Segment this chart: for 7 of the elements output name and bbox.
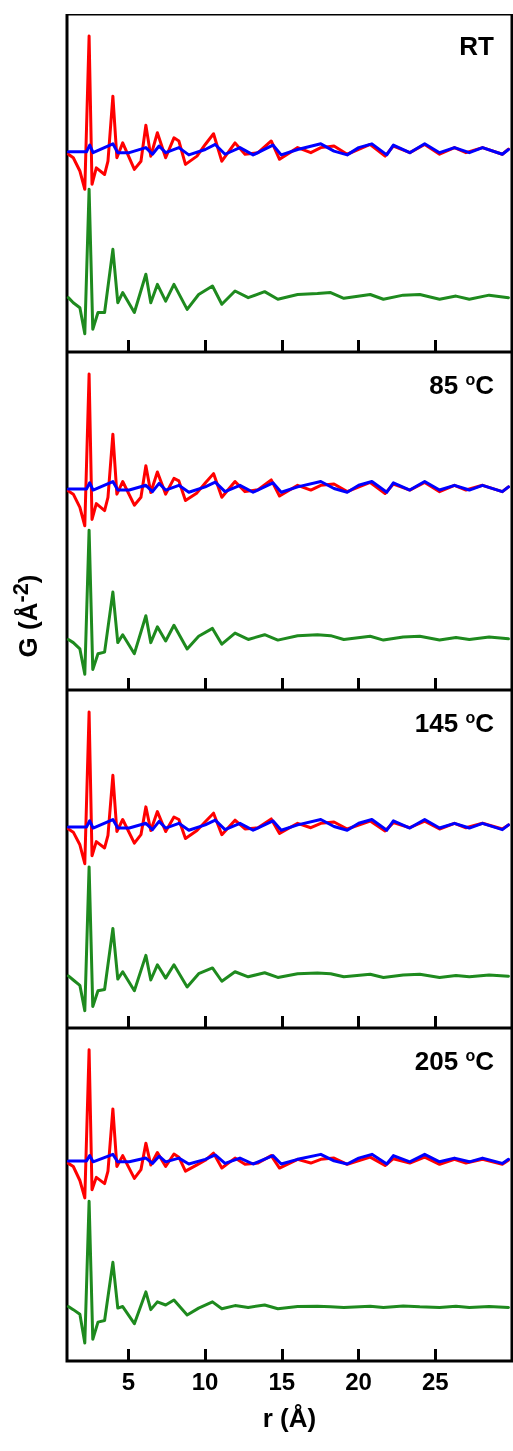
x-tick-label: 10 [191,1367,219,1395]
x-tick-label: 25 [421,1367,449,1395]
x-tick-label: 15 [268,1367,296,1395]
x-tick-label: 20 [345,1367,372,1395]
x-tick-label: 5 [121,1367,136,1395]
chart-title: RT [459,31,495,61]
x-axis-title: r (Å) [262,1403,317,1433]
